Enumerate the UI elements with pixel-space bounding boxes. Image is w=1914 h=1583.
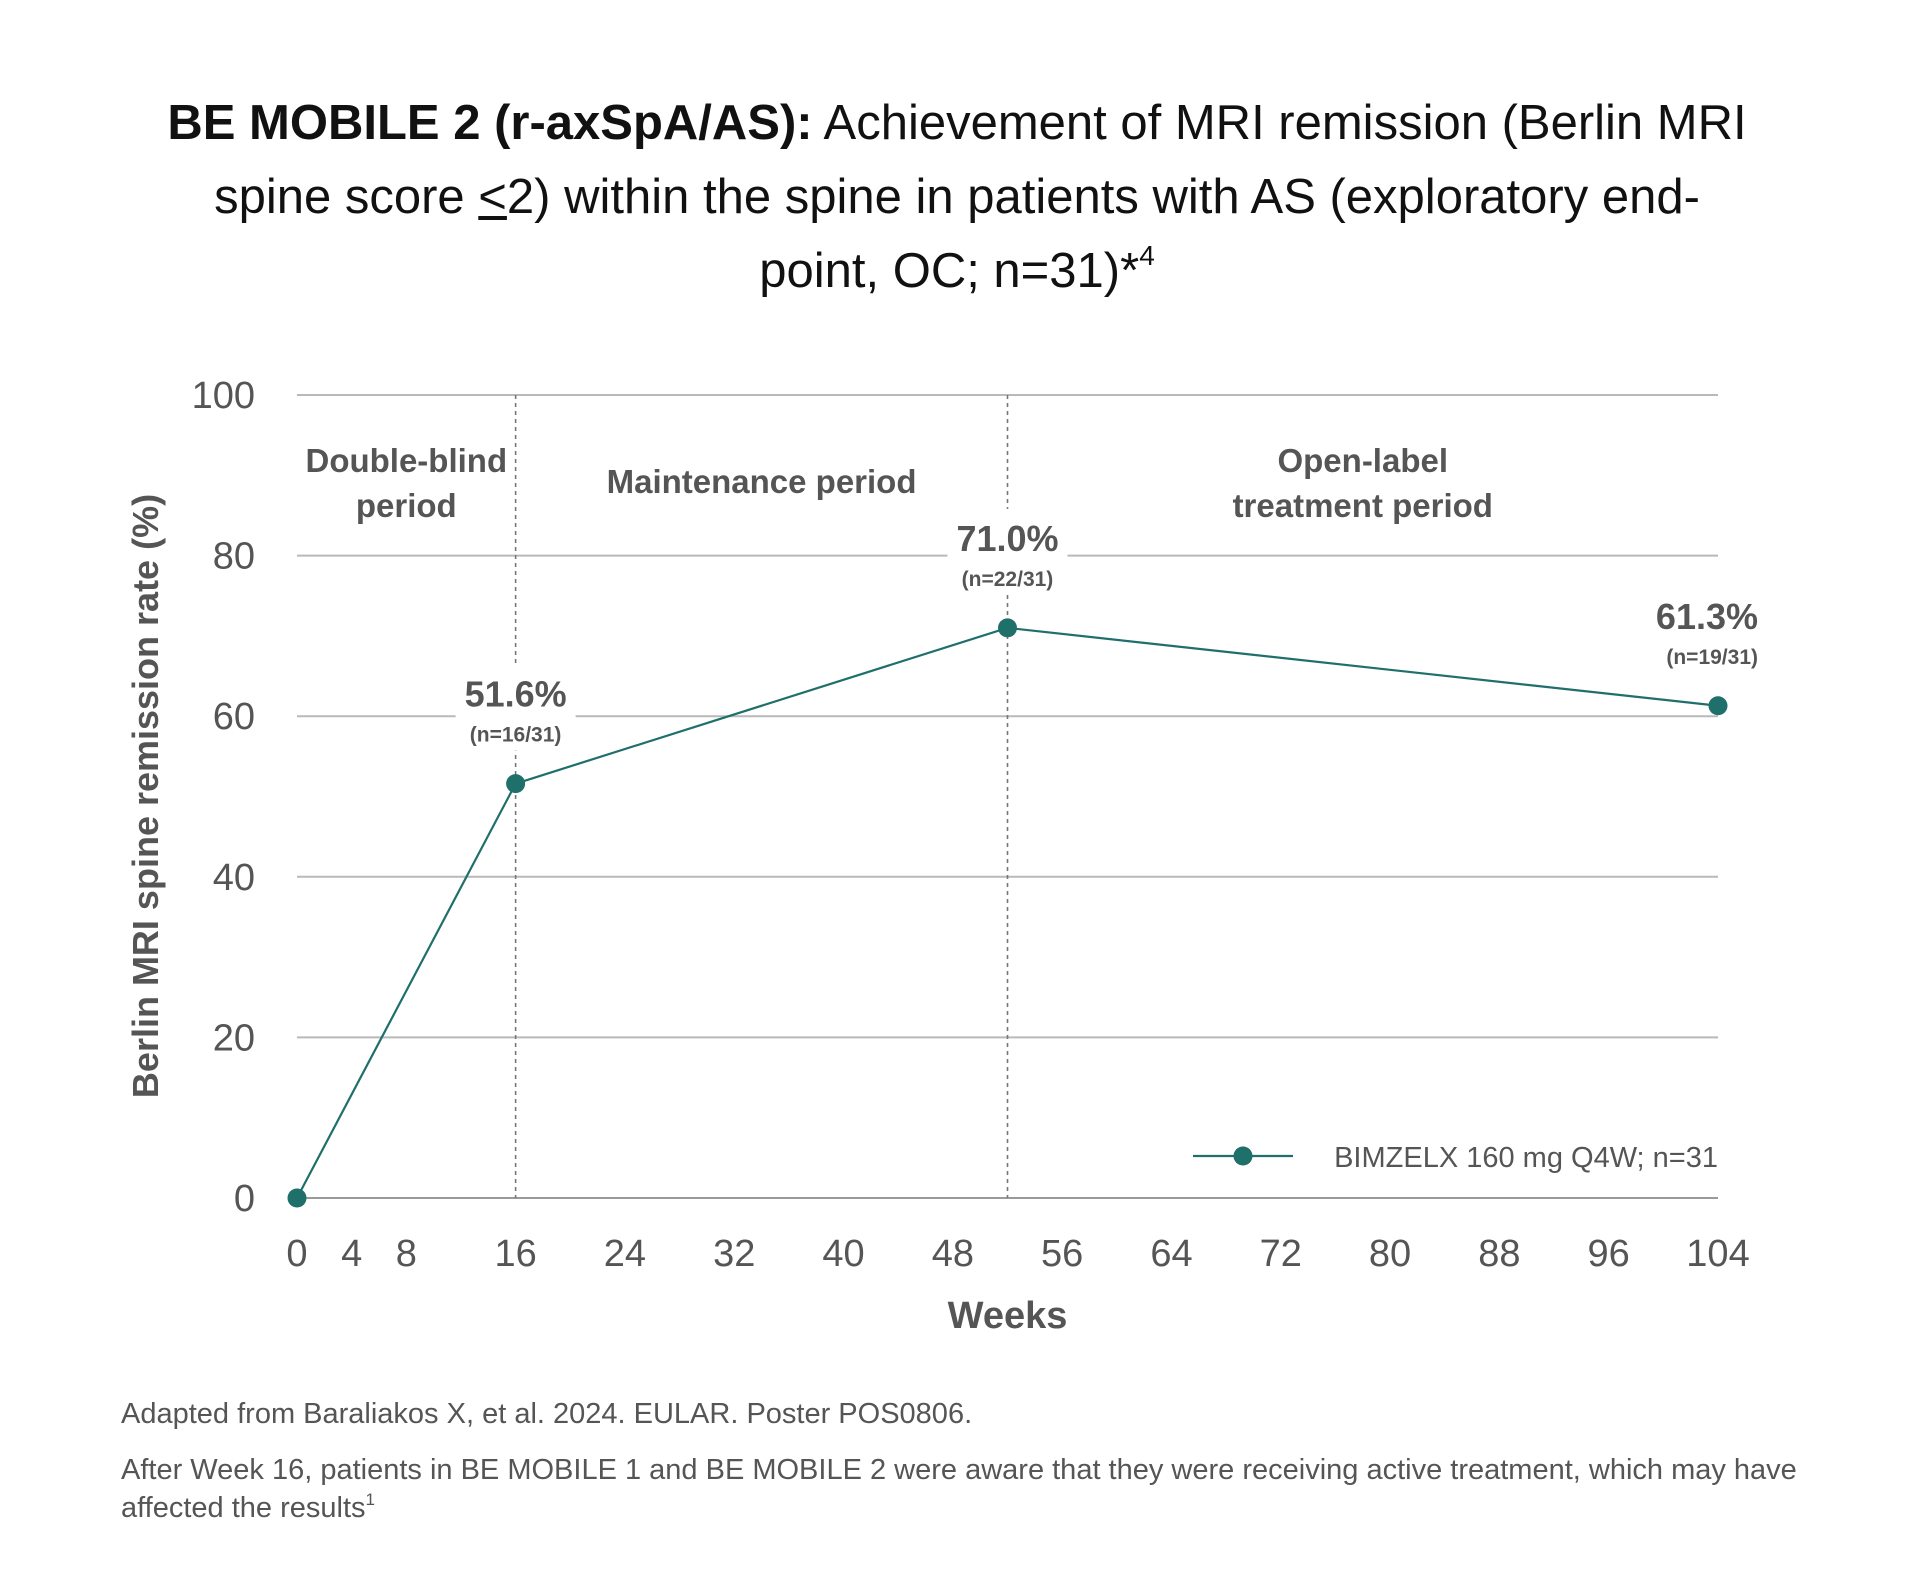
y-tick-label: 40 xyxy=(213,857,255,899)
footnote-reference: 1 xyxy=(365,1490,375,1509)
y-tick-label: 80 xyxy=(213,536,255,578)
x-tick-label: 8 xyxy=(396,1233,417,1275)
x-tick-label: 104 xyxy=(1686,1233,1749,1275)
data-label-value: 51.6% xyxy=(465,674,567,715)
title-le-symbol: < xyxy=(478,170,507,224)
x-tick-label: 16 xyxy=(494,1233,536,1275)
x-tick-label: 48 xyxy=(932,1233,974,1275)
y-tick-label: 0 xyxy=(234,1178,255,1220)
title-bold-part: BE MOBILE 2 (r-axSpA/AS): xyxy=(167,96,813,150)
data-label-n: (n=16/31) xyxy=(470,724,562,747)
data-label-backdrop xyxy=(455,664,576,751)
x-tick-label: 32 xyxy=(713,1233,755,1275)
source-citation: Adapted from Baraliakos X, et al. 2024. … xyxy=(121,1398,973,1430)
x-tick-label: 4 xyxy=(341,1233,362,1275)
x-tick-label: 88 xyxy=(1478,1233,1520,1275)
period-label: Open-label xyxy=(1277,442,1448,479)
data-label-value: 61.3% xyxy=(1656,596,1758,637)
data-label-n: (n=22/31) xyxy=(962,568,1054,591)
y-tick-label: 60 xyxy=(213,696,255,738)
footer: Adapted from Baraliakos X, et al. 2024. … xyxy=(121,1395,1821,1527)
x-tick-label: 72 xyxy=(1260,1233,1302,1275)
data-point xyxy=(287,1188,307,1208)
data-point xyxy=(506,774,526,794)
legend-label: BIMZELX 160 mg Q4W; n=31 xyxy=(1334,1142,1718,1174)
series-line xyxy=(296,626,1719,1199)
data-point xyxy=(1708,696,1728,716)
footnote-text: After Week 16, patients in BE MOBILE 1 a… xyxy=(121,1454,1797,1524)
x-tick-label: 24 xyxy=(604,1233,646,1275)
period-label: period xyxy=(356,487,457,524)
period-label: Double-blind xyxy=(305,442,507,479)
title-line3: point, OC; n=31)* xyxy=(759,244,1140,298)
data-label-backdrop xyxy=(947,508,1068,595)
y-tick-label: 20 xyxy=(213,1017,255,1059)
title-reference: 4 xyxy=(1139,240,1155,271)
x-tick-label: 56 xyxy=(1041,1233,1083,1275)
legend-marker xyxy=(1233,1146,1253,1166)
period-label: Maintenance period xyxy=(607,463,917,500)
data-label-backdrop xyxy=(1638,586,1758,673)
x-axis-title: Weeks xyxy=(948,1295,1068,1337)
x-tick-label: 40 xyxy=(822,1233,864,1275)
x-tick-label: 96 xyxy=(1588,1233,1630,1275)
y-axis-title: Berlin MRI spine remission rate (%) xyxy=(125,494,166,1098)
title-line1-rest: Achievement of MRI remission (Berlin MRI xyxy=(812,96,1747,150)
y-tick-label: 100 xyxy=(192,375,255,417)
period-label: treatment period xyxy=(1233,487,1493,524)
chart-title: BE MOBILE 2 (r-axSpA/AS): Achievement of… xyxy=(120,86,1794,308)
data-point xyxy=(998,618,1017,638)
data-label-n: (n=19/31) xyxy=(1666,646,1758,669)
footnote: After Week 16, patients in BE MOBILE 1 a… xyxy=(121,1451,1821,1527)
data-label-value: 71.0% xyxy=(956,518,1058,559)
x-tick-label: 64 xyxy=(1150,1233,1192,1275)
title-line2-rest: 2) within the spine in patients with AS … xyxy=(506,170,1700,224)
x-tick-label: 0 xyxy=(286,1233,307,1275)
x-tick-label: 80 xyxy=(1369,1233,1411,1275)
title-line2: spine score xyxy=(214,170,479,224)
